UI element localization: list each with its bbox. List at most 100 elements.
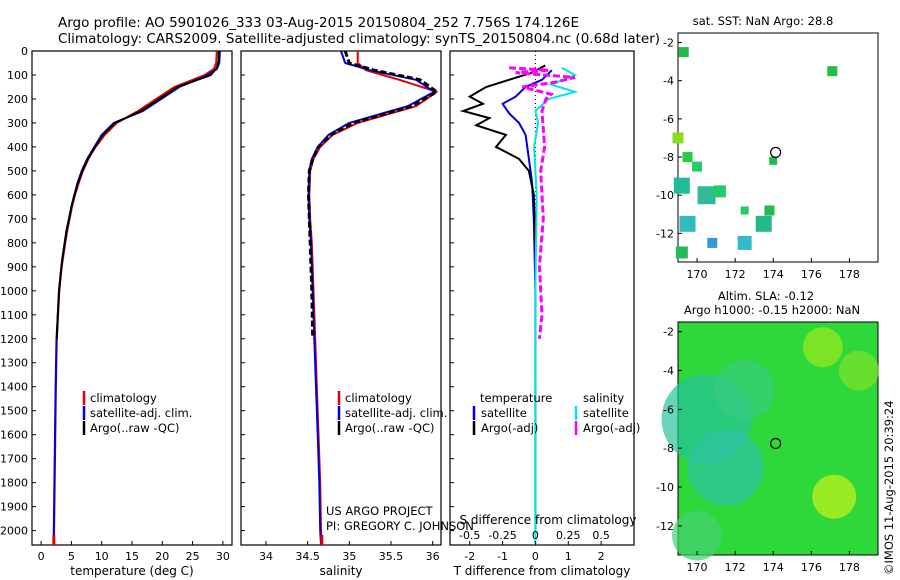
legend-label-s-satellite: satellite [583,406,629,420]
legend-header-temperature: temperature [480,391,552,405]
sst-data-cell [737,235,752,250]
x-tick-label-s: -0.5 [459,529,480,542]
map-y-tick-label: -2 [663,326,674,339]
project-pi: PI: GREGORY C. JOHNSON [326,519,474,533]
depth-tick-label: 1000 [0,285,28,298]
difference-legend: temperature salinity satellite Argo(-adj… [472,391,640,435]
legend-label-s-argo: Argo(-adj) [583,421,640,435]
difference-plot: -2 -1 0 1 2 -0.5 -0.25 0 0.25 0.5 [459,51,610,563]
x-tick-label-s: 0 [532,529,539,542]
sla-anomaly-patch [714,359,775,420]
legend-header-salinity: salinity [583,391,624,405]
depth-tick-label: 400 [7,141,28,154]
salinity-plot: 34 34.5 35 35.5 36 [259,50,440,563]
legend-label-climatology: climatology [345,391,412,405]
legend-label-argo: Argo(..raw -QC) [90,421,180,435]
project-name: US ARGO PROJECT [326,504,434,518]
map-y-tick-label: -4 [663,75,674,88]
legend-label-argo: Argo(..raw -QC) [345,421,435,435]
sst-data-cell [769,156,778,165]
map-y-tick-label: -12 [656,227,674,240]
depth-tick-label: 100 [7,69,28,82]
salinity-xlabel: salinity [319,564,362,578]
series-line-t-argo-adj- [459,64,546,243]
x-tick-label: 36 [426,550,440,563]
sla-anomaly-patch [838,350,879,391]
x-tick-label: 34.5 [295,550,320,563]
x-tick-label: 30 [216,550,230,563]
series-line-argo-raw-qc- [307,50,439,339]
series-line-argo-raw-qc- [55,51,220,339]
depth-tick-label: 800 [7,237,28,250]
depth-tick-label: 1700 [0,453,28,466]
temperature-plot: 0 5 10 15 20 25 30 [38,50,230,563]
depth-tick-label: 1800 [0,477,28,490]
map-y-tick-label: -4 [663,365,674,378]
sla-map: 170 172 174 176 178 -2 -4 -6 -8 -10 -12 [656,326,879,574]
x-tick-label-t: -1 [497,550,508,563]
x-tick-label: 10 [95,550,109,563]
salinity-panel [240,50,442,546]
x-tick-label: 34 [259,550,273,563]
legend-label-t-satellite: satellite [481,406,527,420]
map-x-tick-label: 176 [801,561,822,574]
map-y-tick-label: -10 [656,481,674,494]
sst-data-cell [707,237,718,248]
sst-map-title: sat. SST: NaN Argo: 28.8 [693,14,834,28]
map-y-tick-label: -12 [656,520,674,533]
temperature-panel [31,50,233,546]
map-y-tick-label: -6 [663,403,674,416]
x-tick-label: 25 [186,550,200,563]
sst-data-cell [675,246,688,259]
x-tick-label-t: -2 [464,550,475,563]
depth-tick-label: 900 [7,261,28,274]
sla-anomaly-patch [812,474,857,519]
map-y-tick-label: -10 [656,189,674,202]
map-x-tick-label: 174 [763,268,784,281]
x-tick-label-s: 0.5 [592,529,610,542]
sst-data-cell [697,186,716,205]
depth-tick-label: 300 [7,117,28,130]
map-y-tick-label: -6 [663,113,674,126]
salinity-legend: climatology satellite-adj. clim. Argo(..… [337,391,447,435]
depth-tick-label: 1300 [0,357,28,370]
x-tick-label: 5 [68,550,75,563]
temperature-legend: climatology satellite-adj. clim. Argo(..… [82,391,192,435]
depth-tick-label: 1400 [0,381,28,394]
x-tick-label: 20 [155,550,169,563]
depth-tick-label: 2000 [0,525,28,538]
sst-data-cell [678,47,689,58]
argo-position-marker [770,437,782,450]
x-tick-label: 15 [125,550,139,563]
depth-tick-label: 1200 [0,333,28,346]
sst-data-cell [673,177,690,194]
s-difference-xlabel: S difference from climatology [460,513,637,527]
x-tick-label-s: 0.25 [556,529,581,542]
sla-map-title-2: Argo h1000: -0.15 h2000: NaN [684,303,860,317]
depth-axis: 0 100 200 300 400 500 600 700 800 900 1000 1100 1200… [0,45,454,538]
legend-label-satellite: satellite-adj. clim. [345,406,447,420]
x-tick-label-t: 0 [532,550,539,563]
depth-tick-label: 500 [7,165,28,178]
sla-map-title-1: Altim. SLA: -0.12 [718,289,814,303]
x-tick-label: 0 [38,550,45,563]
sst-map: 170 172 174 176 178 -2 -4 -6 -8 -10 -12 [656,37,860,281]
map-y-tick-label: -8 [663,442,674,455]
header-line-2: Climatology: CARS2009. Satellite-adjuste… [58,31,660,47]
sst-data-cell [679,215,696,232]
map-x-tick-label: 178 [839,268,860,281]
depth-tick-label: 0 [21,45,28,58]
sst-data-cell [827,66,838,77]
depth-tick-label: 200 [7,93,28,106]
sst-data-cell [713,185,726,198]
sst-data-cell [755,215,772,232]
map-x-tick-label: 170 [687,268,708,281]
sst-data-cell [692,161,703,172]
sla-anomaly-patch [802,327,843,368]
header-line-1: Argo profile: AO 5901026_333 03-Aug-2015… [58,15,579,31]
depth-tick-label: 600 [7,189,28,202]
sla-anomaly-patch [672,510,723,561]
map-y-tick-label: -2 [663,37,674,50]
x-tick-label: 35.5 [379,550,404,563]
